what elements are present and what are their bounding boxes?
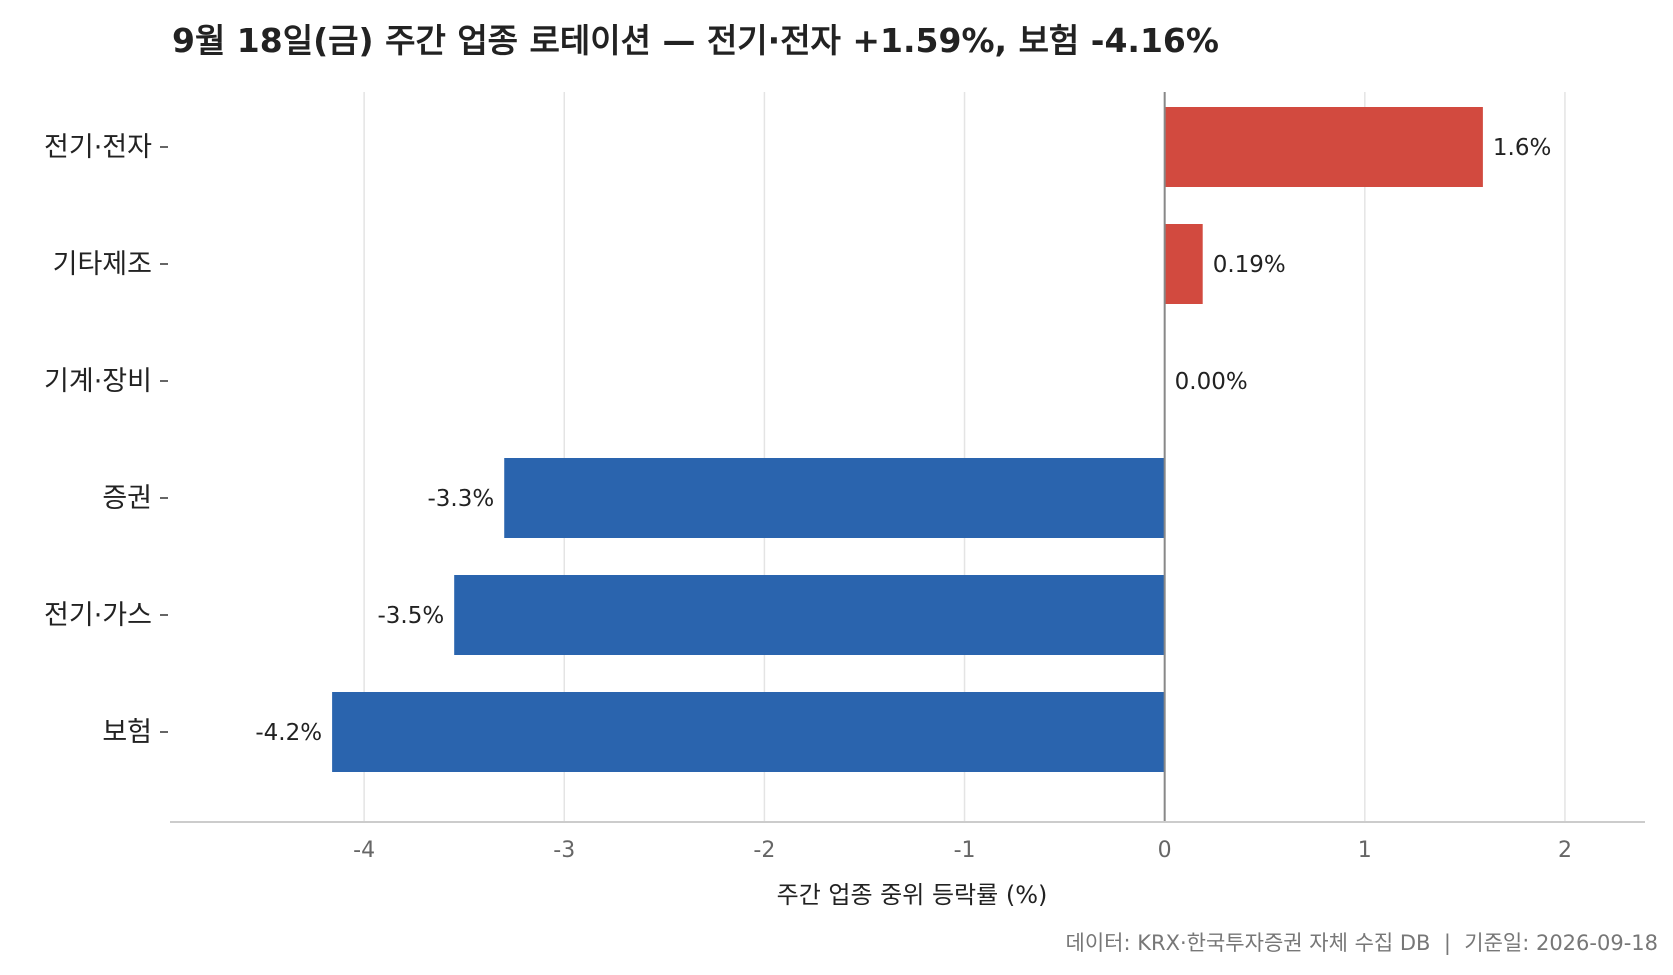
category-label: 보험 — [102, 717, 152, 748]
data-label: -3.5% — [377, 603, 444, 629]
category-label: 기타제조 — [53, 249, 152, 280]
data-label: 1.6% — [1493, 135, 1551, 161]
data-label: -4.2% — [255, 720, 322, 746]
data-labels: 1.6% 0.19% 0.00% -3.3% -3.5% -4.2% — [255, 135, 1551, 746]
x-tick-label: -3 — [553, 838, 575, 863]
x-tick-label: -4 — [353, 838, 375, 863]
x-tick-label: 2 — [1558, 838, 1572, 863]
bar — [332, 692, 1165, 772]
data-label: 0.00% — [1175, 369, 1248, 395]
chart-title: 9월 18일(금) 주간 업종 로테이션 — 전기·전자 +1.59%, 보험 … — [172, 21, 1219, 60]
category-label: 전기·전자 — [44, 132, 152, 163]
x-tick-label: 1 — [1358, 838, 1372, 863]
category-label: 기계·장비 — [44, 366, 152, 397]
bar — [1164, 224, 1203, 304]
bar — [454, 575, 1165, 655]
category-label: 전기·가스 — [44, 600, 152, 631]
x-axis: -4 -3 -2 -1 0 1 2 — [170, 821, 1645, 863]
data-label: 0.19% — [1213, 252, 1286, 278]
data-label: -3.3% — [427, 486, 494, 512]
bar — [504, 458, 1165, 538]
x-tick-label: 0 — [1158, 838, 1172, 863]
x-axis-label: 주간 업종 중위 등락률 (%) — [777, 881, 1048, 909]
source-note: 데이터: KRX·한국투자증권 자체 수집 DB | 기준일: 2026-09-… — [1066, 931, 1658, 956]
x-tick-label: -2 — [753, 838, 775, 863]
bars — [332, 107, 1483, 772]
bar — [1164, 107, 1483, 187]
x-tick-label: -1 — [954, 838, 976, 863]
category-label: 증권 — [102, 483, 152, 514]
